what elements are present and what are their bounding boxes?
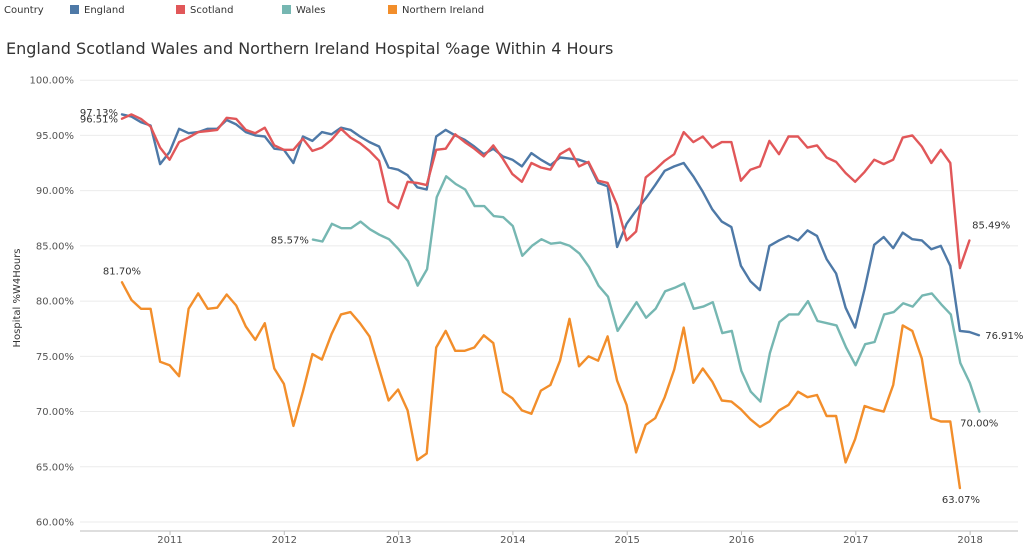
- legend-label-scotland: Scotland: [190, 5, 234, 16]
- legend-label-england: England: [84, 5, 125, 16]
- data-label-england: 97.13%: [80, 108, 118, 119]
- y-tick-label: 70.00%: [36, 407, 74, 418]
- legend-swatch-scotland: [176, 5, 185, 14]
- series-line-wales: [311, 175, 981, 413]
- legend-swatch-wales: [282, 5, 291, 14]
- chart-title: England Scotland Wales and Northern Irel…: [6, 39, 614, 58]
- data-label-northern-ireland: 81.70%: [103, 266, 141, 277]
- data-labels: 97.13%96.51% 85.57% 81.70% 85.49% 76.91% 70.0…: [80, 108, 1024, 506]
- x-tick-label: 2014: [500, 535, 525, 546]
- legend-item-northern-ireland[interactable]: Northern Ireland: [388, 5, 484, 16]
- legend-swatch-northern-ireland: [388, 5, 397, 14]
- x-tick-label: 2015: [614, 535, 639, 546]
- y-tick-label: 100.00%: [30, 76, 75, 87]
- y-tick-label: 65.00%: [36, 462, 74, 473]
- x-tick-label: 2011: [157, 535, 182, 546]
- legend: Country England Scotland Wales Northern …: [0, 0, 1024, 24]
- y-tick-label: 75.00%: [36, 352, 74, 363]
- legend-label-northern-ireland: Northern Ireland: [402, 5, 485, 16]
- legend-title: Country: [4, 5, 44, 16]
- x-tick-label: 2016: [729, 535, 754, 546]
- series-line-scotland: [120, 113, 971, 270]
- data-label-wales: 85.57%: [271, 236, 309, 247]
- data-label-england: 76.91%: [985, 331, 1023, 342]
- x-tick-label: 2013: [386, 535, 411, 546]
- legend-swatch-england: [70, 5, 79, 14]
- legend-label-wales: Wales: [296, 5, 326, 16]
- data-label-northern-ireland: 63.07%: [942, 495, 980, 506]
- x-tick-label: 2018: [957, 535, 982, 546]
- series-line-northern-ireland: [120, 281, 962, 490]
- y-tick-label: 90.00%: [36, 186, 74, 197]
- legend-item-england[interactable]: England: [70, 5, 125, 16]
- gridlines: [80, 79, 1018, 523]
- y-axis: 60.00% 65.00% 70.00% 75.00% 80.00% 85.00% 90.0…: [30, 76, 75, 529]
- x-axis: 2011 2012 2013 2014 2015 2016 2017 2018: [80, 530, 1018, 546]
- y-axis-title: Hospital %W4Hours: [12, 248, 23, 347]
- y-tick-label: 80.00%: [36, 297, 74, 308]
- legend-item-scotland[interactable]: Scotland: [176, 5, 233, 16]
- legend-item-wales[interactable]: Wales: [282, 5, 326, 16]
- data-label-scotland: 85.49%: [972, 220, 1010, 231]
- y-tick-label: 95.00%: [36, 131, 74, 142]
- y-tick-label: 85.00%: [36, 241, 74, 252]
- data-label-wales: 70.00%: [960, 419, 998, 430]
- series-line-england: [120, 113, 981, 337]
- data-label-scotland: 96.51%: [80, 115, 118, 126]
- y-tick-label: 60.00%: [36, 518, 74, 529]
- series-lines: [120, 113, 981, 490]
- x-tick-label: 2017: [843, 535, 868, 546]
- x-tick-label: 2012: [272, 535, 297, 546]
